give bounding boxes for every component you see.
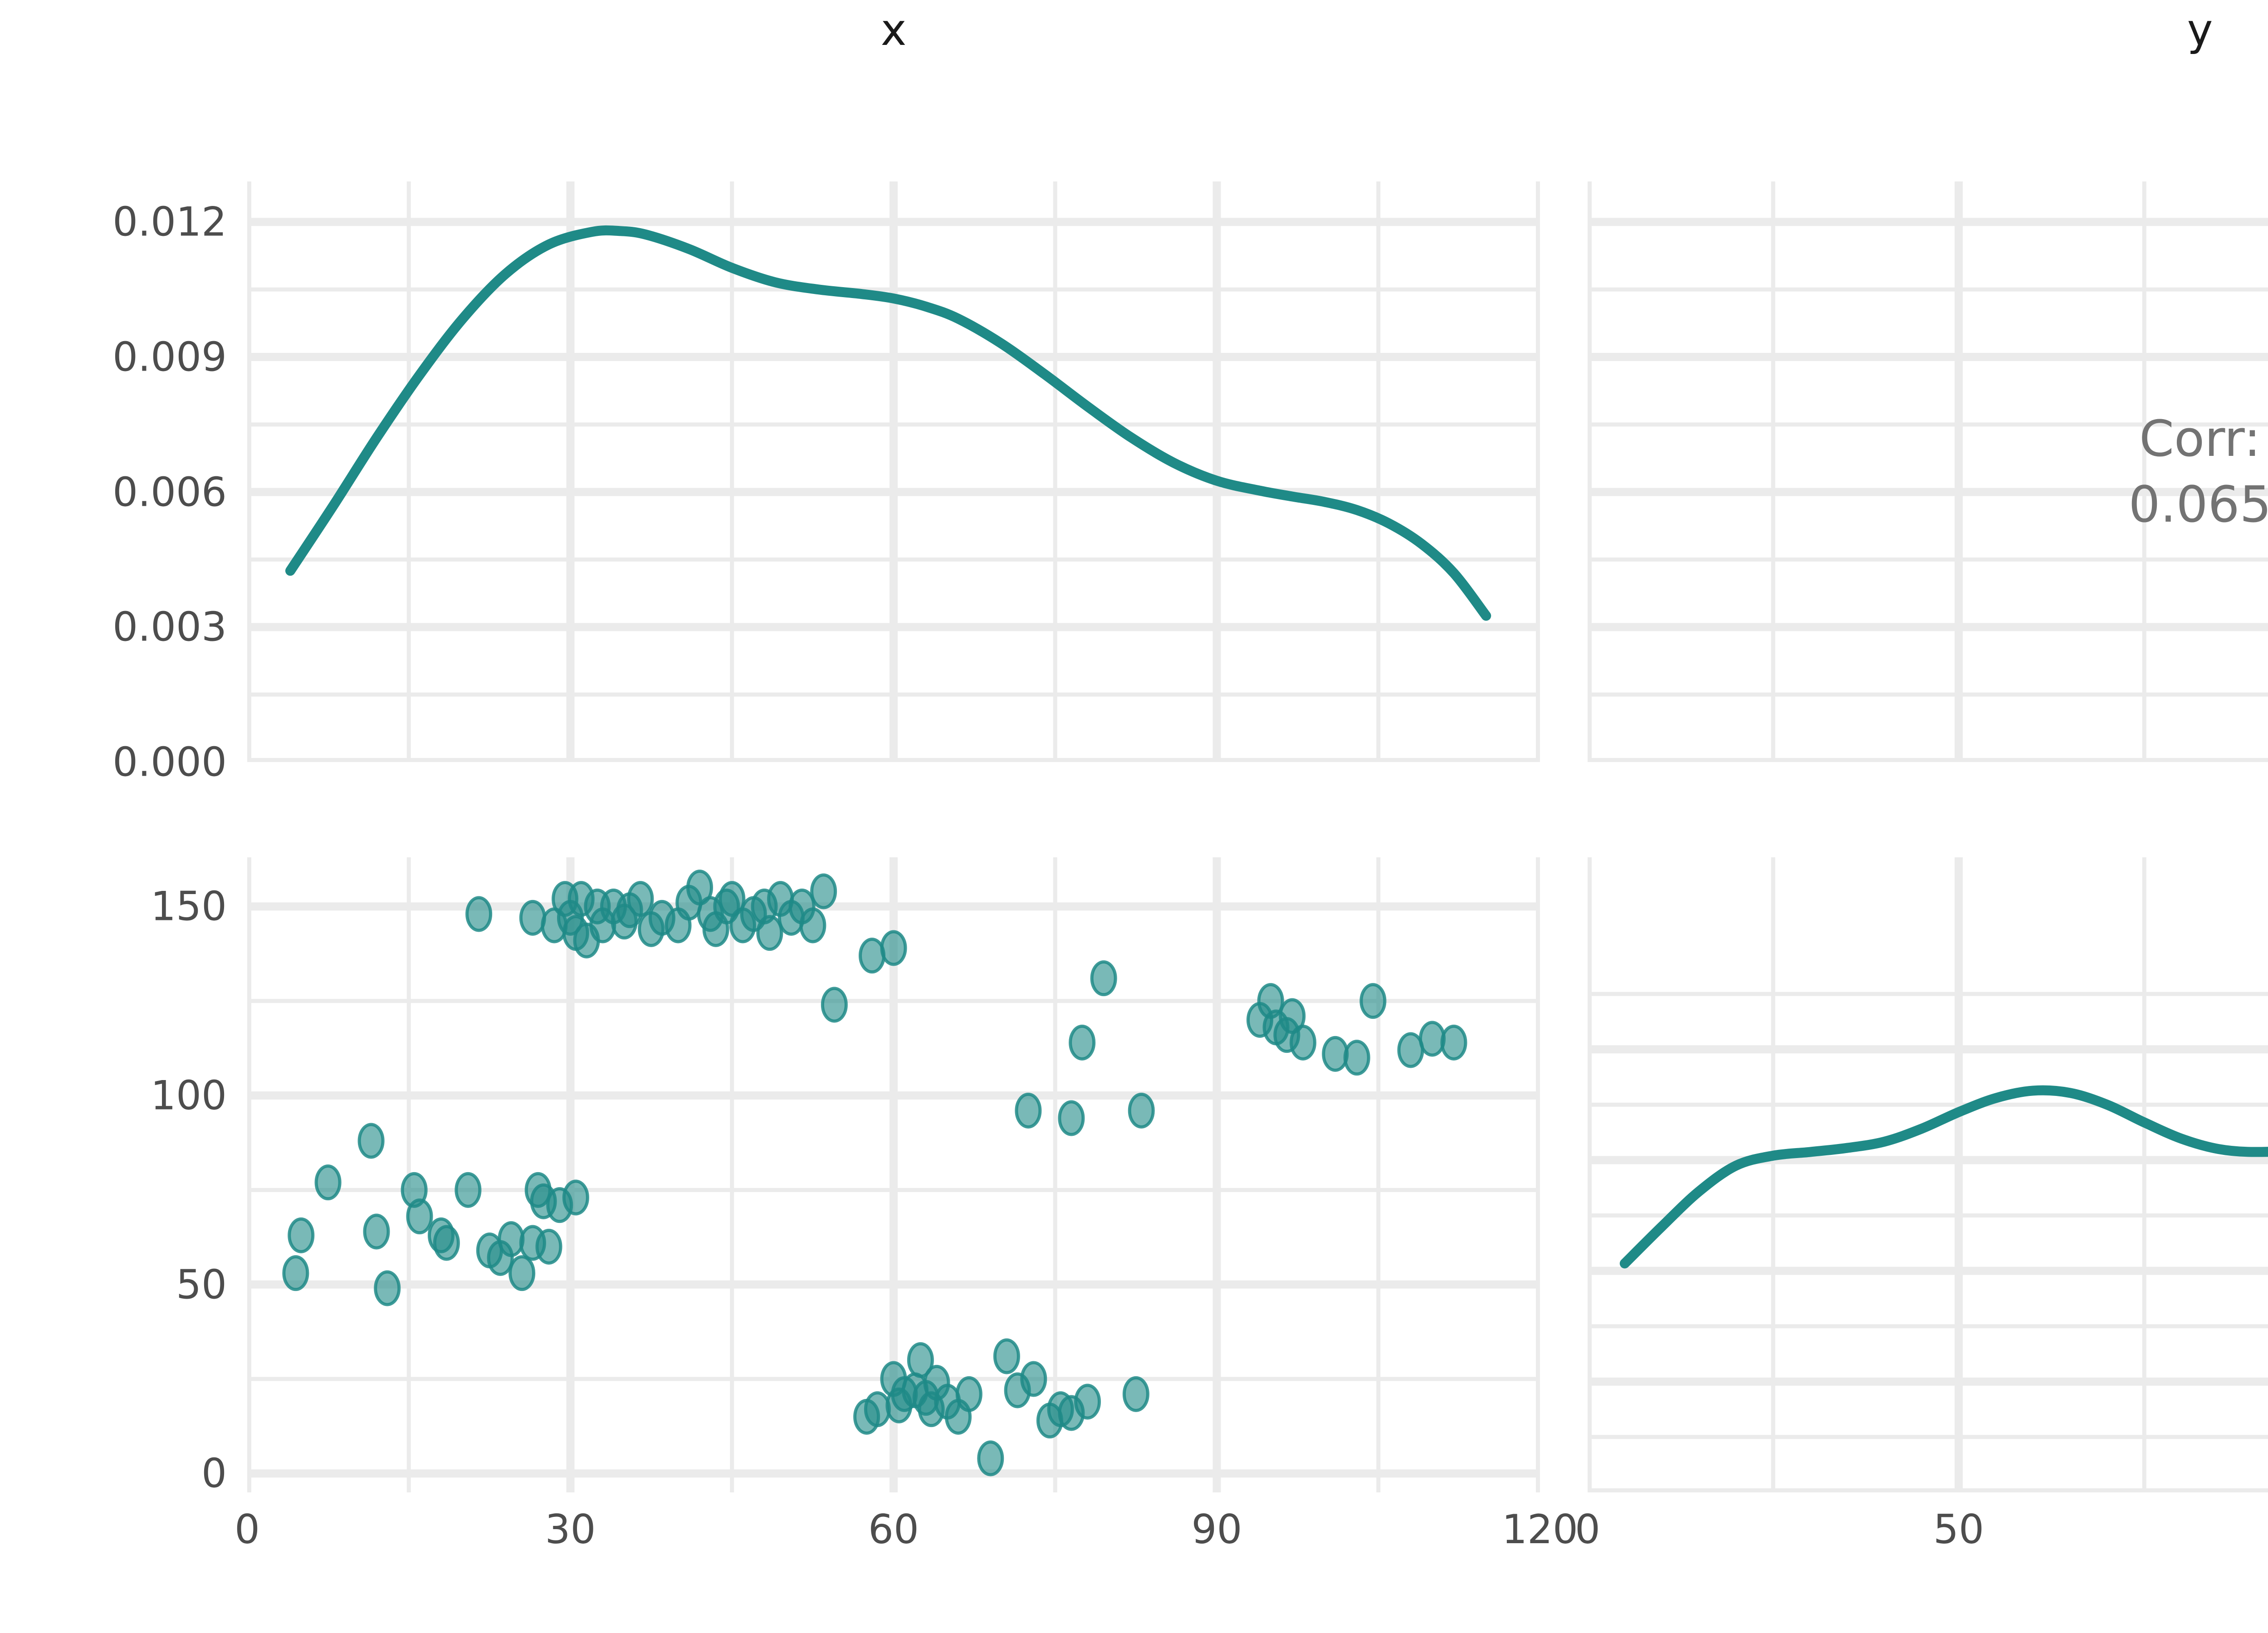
density-curve-y bbox=[1619, 1085, 2268, 1269]
scatter-point bbox=[288, 1217, 315, 1253]
panel-density-x bbox=[247, 181, 1540, 762]
y-axis-tick-density-x: 0.009 bbox=[112, 333, 227, 381]
scatter-point bbox=[1058, 1100, 1085, 1136]
y-axis-scatter: 0 50 100 150 bbox=[0, 857, 227, 1497]
scatter-point bbox=[627, 881, 654, 917]
scatter-point bbox=[314, 1164, 342, 1201]
scatter-point bbox=[1015, 1092, 1042, 1129]
scatter-point bbox=[1020, 1361, 1047, 1397]
panel-density-y bbox=[1588, 857, 2268, 1492]
scatter-point bbox=[1128, 1092, 1155, 1129]
column-title-y: y bbox=[2187, 5, 2213, 55]
scatter-point bbox=[1290, 1024, 1316, 1061]
scatter-point bbox=[756, 915, 783, 951]
panel-correlation: Corr: 0.065 bbox=[1588, 181, 2268, 762]
scatter-point bbox=[1322, 1036, 1349, 1072]
scatter-point bbox=[1090, 960, 1117, 997]
scatter-point bbox=[955, 1376, 982, 1412]
x-axis-tick-right: 0 bbox=[1575, 1506, 1600, 1553]
scatter-point bbox=[1343, 1040, 1370, 1076]
y-axis-density-x: 0.000 0.003 0.006 0.009 0.012 bbox=[0, 181, 227, 786]
scatter-point bbox=[821, 987, 848, 1023]
correlation-value: 0.065 bbox=[2128, 475, 2268, 533]
x-axis-tick-right: 50 bbox=[1933, 1506, 1984, 1553]
scatter-point bbox=[799, 907, 826, 944]
correlation-grid bbox=[1588, 181, 2268, 762]
scatter-point bbox=[508, 1255, 536, 1291]
y-axis-tick-scatter: 50 bbox=[176, 1261, 227, 1308]
scatter-point bbox=[535, 1228, 562, 1265]
scatter-point bbox=[907, 1342, 934, 1378]
x-axis-tick-left: 120 bbox=[1502, 1506, 1578, 1553]
correlation-text-block: Corr: 0.065 bbox=[1588, 181, 2268, 762]
x-axis-tick-left: 60 bbox=[868, 1506, 919, 1553]
density-curve-x bbox=[285, 225, 1491, 621]
scatter-point bbox=[880, 930, 907, 966]
y-axis-tick-density-x: 0.012 bbox=[112, 198, 227, 245]
y-axis-tick-scatter: 0 bbox=[201, 1450, 227, 1497]
y-axis-tick-scatter: 100 bbox=[151, 1072, 227, 1119]
correlation-label: Corr: bbox=[2139, 409, 2261, 468]
scatter-points bbox=[282, 870, 1467, 1477]
density-y-canvas bbox=[1588, 857, 2268, 1492]
scatter-point bbox=[455, 1172, 482, 1208]
scatter-point bbox=[374, 1270, 401, 1306]
scatter-point bbox=[864, 1391, 891, 1428]
scatter-point bbox=[1069, 1024, 1096, 1061]
scatter-point bbox=[357, 1123, 385, 1159]
density-x-canvas bbox=[247, 181, 1540, 762]
scatter-point bbox=[993, 1338, 1020, 1374]
scatter-point bbox=[562, 1179, 589, 1216]
scatter-point bbox=[498, 1221, 525, 1257]
scatter-point bbox=[810, 873, 837, 909]
scatter-point bbox=[1419, 1021, 1446, 1057]
scatter-point bbox=[519, 900, 546, 936]
y-axis-tick-density-x: 0.000 bbox=[112, 738, 227, 786]
scatter-canvas bbox=[247, 857, 1540, 1492]
scatter-point bbox=[406, 1198, 433, 1235]
scatter-point bbox=[363, 1213, 390, 1250]
scatter-point bbox=[859, 938, 885, 974]
scatter-point bbox=[977, 1440, 1004, 1477]
column-title-x: x bbox=[880, 5, 907, 55]
scatter-point bbox=[282, 1255, 309, 1291]
scatter-point bbox=[1122, 1376, 1149, 1412]
y-axis-tick-density-x: 0.006 bbox=[112, 469, 227, 516]
scatter-point bbox=[1440, 1024, 1467, 1061]
x-axis-tick-left: 90 bbox=[1191, 1506, 1242, 1553]
scatter-point bbox=[433, 1225, 460, 1261]
x-axis-tick-left: 30 bbox=[545, 1506, 596, 1553]
scatter-point bbox=[1074, 1384, 1101, 1420]
y-axis-tick-scatter: 150 bbox=[151, 883, 227, 930]
x-axis-tick-left: 0 bbox=[235, 1506, 260, 1553]
y-axis-tick-density-x: 0.003 bbox=[112, 603, 227, 650]
panel-scatter-y-vs-x bbox=[247, 857, 1540, 1492]
scatter-point bbox=[465, 896, 493, 932]
x-axis-left-column: 0 30 60 90 120 bbox=[235, 1497, 1578, 1560]
scatter-point bbox=[1359, 983, 1387, 1019]
